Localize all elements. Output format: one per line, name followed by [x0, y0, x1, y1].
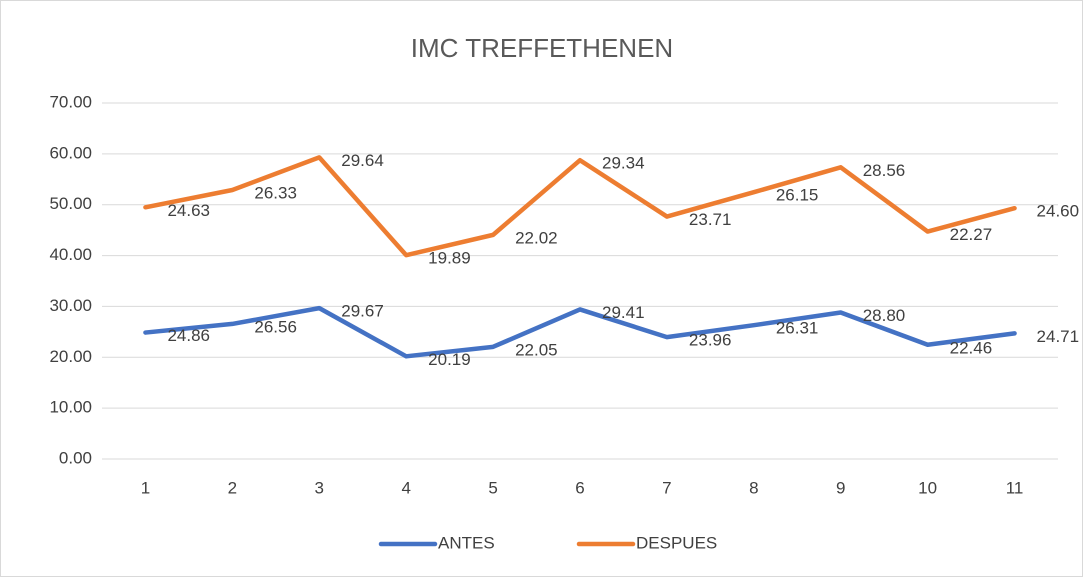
x-tick-label: 11	[1006, 478, 1024, 497]
y-tick-label: 0.00	[59, 448, 92, 467]
data-label: 22.05	[515, 340, 558, 359]
series-line	[143, 155, 1017, 258]
legend-label: DESPUES	[636, 533, 717, 552]
x-tick-label: 1	[141, 478, 150, 497]
data-label: 24.63	[167, 201, 210, 220]
series-line	[143, 305, 1017, 359]
legend-label: ANTES	[438, 533, 495, 552]
data-label: 23.96	[689, 331, 732, 350]
x-tick-label: 2	[228, 478, 237, 497]
data-label: 24.60	[1037, 202, 1080, 221]
data-label: 22.27	[950, 225, 993, 244]
x-tick-label: 7	[662, 478, 671, 497]
data-label: 19.89	[428, 249, 471, 268]
data-label: 29.64	[341, 151, 384, 170]
data-label: 28.56	[863, 161, 906, 180]
x-tick-label: 3	[315, 478, 324, 497]
data-label: 22.46	[950, 338, 993, 357]
x-tick-label: 6	[575, 478, 584, 497]
y-tick-label: 70.00	[49, 92, 92, 111]
x-tick-label: 8	[749, 478, 758, 497]
y-tick-label: 60.00	[49, 143, 92, 162]
y-tick-label: 40.00	[49, 245, 92, 264]
data-label: 28.80	[863, 306, 906, 325]
y-tick-label: 10.00	[49, 398, 92, 417]
x-tick-label: 5	[488, 478, 497, 497]
y-tick-label: 30.00	[49, 296, 92, 315]
data-label: 24.86	[167, 326, 210, 345]
y-tick-label: 20.00	[49, 347, 92, 366]
data-label: 26.31	[776, 319, 819, 338]
data-label: 29.34	[602, 154, 645, 173]
x-tick-label: 10	[918, 478, 937, 497]
data-label: 29.67	[341, 302, 384, 321]
data-label: 22.02	[515, 228, 558, 247]
data-label: 26.33	[254, 184, 297, 203]
data-label: 23.71	[689, 210, 732, 229]
x-tick-label: 4	[401, 478, 410, 497]
data-label: 26.15	[776, 186, 819, 205]
chart-title: IMC TREFFETHENEN	[411, 33, 673, 63]
data-label: 24.71	[1037, 327, 1080, 346]
data-label: 29.41	[602, 303, 645, 322]
data-label: 26.56	[254, 317, 297, 336]
x-tick-label: 9	[836, 478, 845, 497]
y-tick-label: 50.00	[49, 194, 92, 213]
data-label: 20.19	[428, 350, 471, 369]
